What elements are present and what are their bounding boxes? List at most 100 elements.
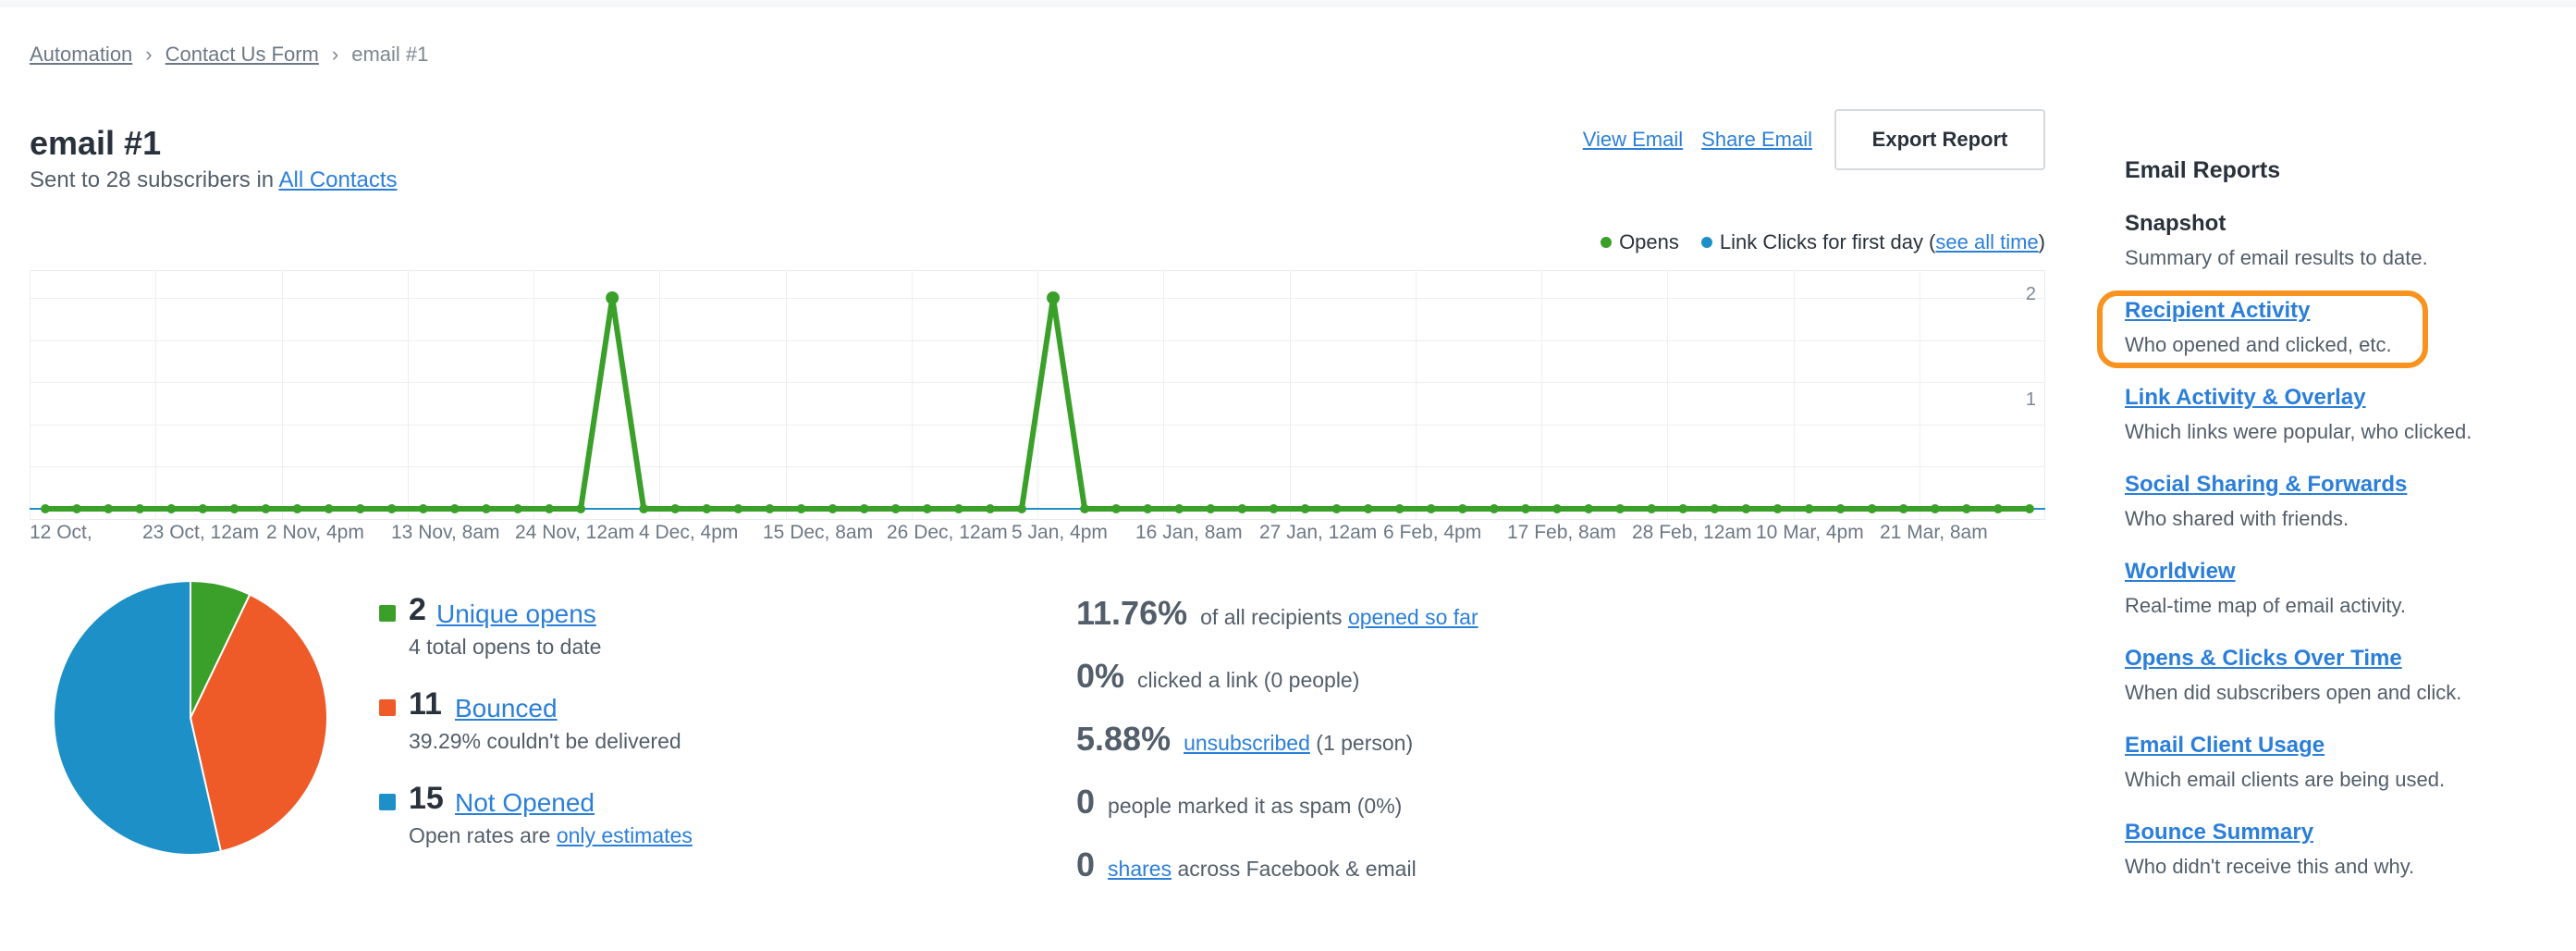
- share-email-link[interactable]: Share Email: [1701, 128, 1812, 151]
- unique-opens-link[interactable]: Unique opens: [436, 599, 596, 628]
- sidebar-item-desc: Which links were popular, who clicked.: [2125, 420, 2472, 443]
- sidebar-item-desc: Who didn't receive this and why.: [2125, 855, 2415, 878]
- opens-data-point: [1867, 504, 1877, 513]
- chevron-right-icon: ›: [331, 43, 339, 66]
- recipient-activity-link[interactable]: Recipient Activity: [2125, 298, 2311, 323]
- shares-link[interactable]: shares: [1108, 857, 1172, 881]
- metric-pre: of all recipients: [1200, 605, 1348, 629]
- sidebar-item-desc: Which email clients are being used.: [2125, 768, 2446, 791]
- subtitle-text: Sent to 28 subscribers in: [30, 167, 275, 192]
- opens-data-point: [229, 504, 239, 513]
- sidebar-item-opens-clicks-over-time[interactable]: Opens & Clicks Over Time When did subscr…: [2125, 646, 2461, 705]
- email-client-usage-link[interactable]: Email Client Usage: [2125, 733, 2325, 758]
- opens-data-point: [198, 504, 208, 513]
- opens-data-point: [1961, 504, 1971, 513]
- metric-text: shares across Facebook & email: [1108, 857, 1417, 882]
- export-report-button[interactable]: Export Report: [1834, 109, 2045, 170]
- metric-text: clicked a link (0 people): [1137, 668, 1360, 692]
- stat-number: 15: [409, 781, 444, 816]
- legend-link-clicks[interactable]: Link Clicks for first day ( see all time…: [1700, 230, 2045, 254]
- opens-data-point: [796, 504, 806, 513]
- opens-data-point: [733, 504, 743, 513]
- chart-x-axis-labels: 12 Oct, 23 Oct, 12am 2 Nov, 4pm 13 Nov, 8am…: [30, 522, 2064, 550]
- not-opened-link[interactable]: Not Opened: [455, 788, 595, 817]
- x-tick-label: 5 Jan, 4pm: [1012, 522, 1108, 543]
- sidebar-item-bounce-summary[interactable]: Bounce Summary Who didn't receive this a…: [2125, 820, 2414, 879]
- metric-unsubscribed: 5.88% unsubscribed (1 person): [1076, 720, 1478, 783]
- opens-data-point: [828, 504, 838, 513]
- opens-data-point: [985, 504, 995, 513]
- blue-square-icon: [379, 794, 396, 810]
- metric-value: 5.88%: [1076, 720, 1171, 758]
- legend-close-paren: ): [2038, 230, 2045, 253]
- opens-data-point: [859, 504, 869, 513]
- sidebar-item-worldview[interactable]: Worldview Real-time map of email activit…: [2125, 559, 2406, 618]
- page-subtitle: Sent to 28 subscribers in All Contacts: [30, 167, 398, 193]
- opened-so-far-link[interactable]: opened so far: [1347, 605, 1478, 629]
- results-pie-chart: [53, 579, 328, 856]
- x-tick-label: 13 Nov, 8am: [391, 522, 500, 543]
- opens-data-point: [1993, 504, 2003, 513]
- view-email-link[interactable]: View Email: [1582, 128, 1684, 151]
- opens-data-point: [1930, 504, 1940, 513]
- opens-data-point: [545, 504, 555, 513]
- metric-text: of all recipients opened so far: [1200, 605, 1478, 630]
- link-activity-link[interactable]: Link Activity & Overlay: [2125, 385, 2366, 410]
- opens-data-point: [261, 504, 271, 513]
- opens-data-point: [292, 504, 302, 513]
- stat-desc: Open rates are only estimates: [409, 823, 693, 848]
- see-all-time-link[interactable]: see all time: [1935, 230, 2039, 253]
- sidebar-item-link-activity[interactable]: Link Activity & Overlay Which links were…: [2125, 385, 2472, 444]
- sidebar-heading: Email Reports: [2125, 157, 2281, 183]
- legend-opens[interactable]: Opens: [1601, 230, 1679, 254]
- opens-data-point: [418, 504, 428, 513]
- opens-data-point: [1300, 504, 1310, 513]
- email-reports-sidebar: Email Reports: [2125, 157, 2550, 184]
- sidebar-item-title: Snapshot: [2125, 211, 2226, 236]
- worldview-link[interactable]: Worldview: [2125, 559, 2236, 584]
- x-tick-label: 24 Nov, 12am: [515, 522, 635, 543]
- opens-data-point: [1080, 504, 1090, 513]
- x-tick-label: 21 Mar, 8am: [1880, 522, 1988, 543]
- header-actions: View Email Share Email Export Report: [1583, 109, 2045, 170]
- opens-data-point: [1457, 504, 1467, 513]
- chart-legend: Opens Link Clicks for first day ( see al…: [1578, 230, 2045, 254]
- only-estimates-link[interactable]: only estimates: [556, 823, 693, 847]
- x-tick-label: 6 Feb, 4pm: [1383, 522, 1482, 543]
- breadcrumb-automation[interactable]: Automation: [30, 43, 133, 66]
- bounced-link[interactable]: Bounced: [455, 694, 558, 723]
- opens-data-point: [1016, 504, 1026, 513]
- social-sharing-link[interactable]: Social Sharing & Forwards: [2125, 472, 2408, 497]
- sidebar-item-desc: Summary of email results to date.: [2125, 246, 2428, 269]
- opens-data-point: [1552, 504, 1563, 513]
- opens-data-point: [702, 504, 712, 513]
- x-tick-label: 26 Dec, 12am: [887, 522, 1008, 543]
- opens-data-point: [355, 504, 365, 513]
- pie-slice: [53, 579, 223, 856]
- stat-desc: 4 total opens to date: [409, 635, 602, 659]
- opens-data-point: [41, 504, 51, 513]
- breadcrumb-current: email #1: [351, 43, 429, 66]
- sidebar-item-snapshot[interactable]: Snapshot Summary of email results to dat…: [2125, 211, 2428, 270]
- sidebar-item-recipient-activity[interactable]: Recipient Activity Who opened and clicke…: [2125, 298, 2392, 357]
- opens-data-point: [1269, 504, 1279, 513]
- x-tick-label: 23 Oct, 12am: [142, 522, 260, 543]
- opens-data-point: [1174, 504, 1184, 513]
- metric-post: (1 person): [1309, 731, 1414, 755]
- opens-data-point: [1331, 504, 1342, 513]
- opens-clicks-over-time-link[interactable]: Opens & Clicks Over Time: [2125, 646, 2402, 671]
- opens-data-point: [1394, 504, 1405, 513]
- bounce-summary-link[interactable]: Bounce Summary: [2125, 820, 2314, 845]
- sidebar-item-email-client-usage[interactable]: Email Client Usage Which email clients a…: [2125, 733, 2445, 792]
- green-square-icon: [379, 605, 396, 622]
- breadcrumb-contact-us-form[interactable]: Contact Us Form: [165, 43, 319, 66]
- x-tick-label: 16 Jan, 8am: [1135, 522, 1243, 543]
- breadcrumb: Automation › Contact Us Form › email #1: [30, 43, 428, 67]
- x-tick-label: 17 Feb, 8am: [1507, 522, 1616, 543]
- opens-data-point: [386, 504, 397, 513]
- metric-value: 0: [1076, 846, 1096, 883]
- all-contacts-link[interactable]: All Contacts: [278, 167, 398, 192]
- sidebar-item-social-sharing[interactable]: Social Sharing & Forwards Who shared wit…: [2125, 472, 2407, 531]
- metric-clicked: 0% clicked a link (0 people): [1076, 657, 1478, 720]
- unsubscribed-link[interactable]: unsubscribed: [1184, 731, 1310, 755]
